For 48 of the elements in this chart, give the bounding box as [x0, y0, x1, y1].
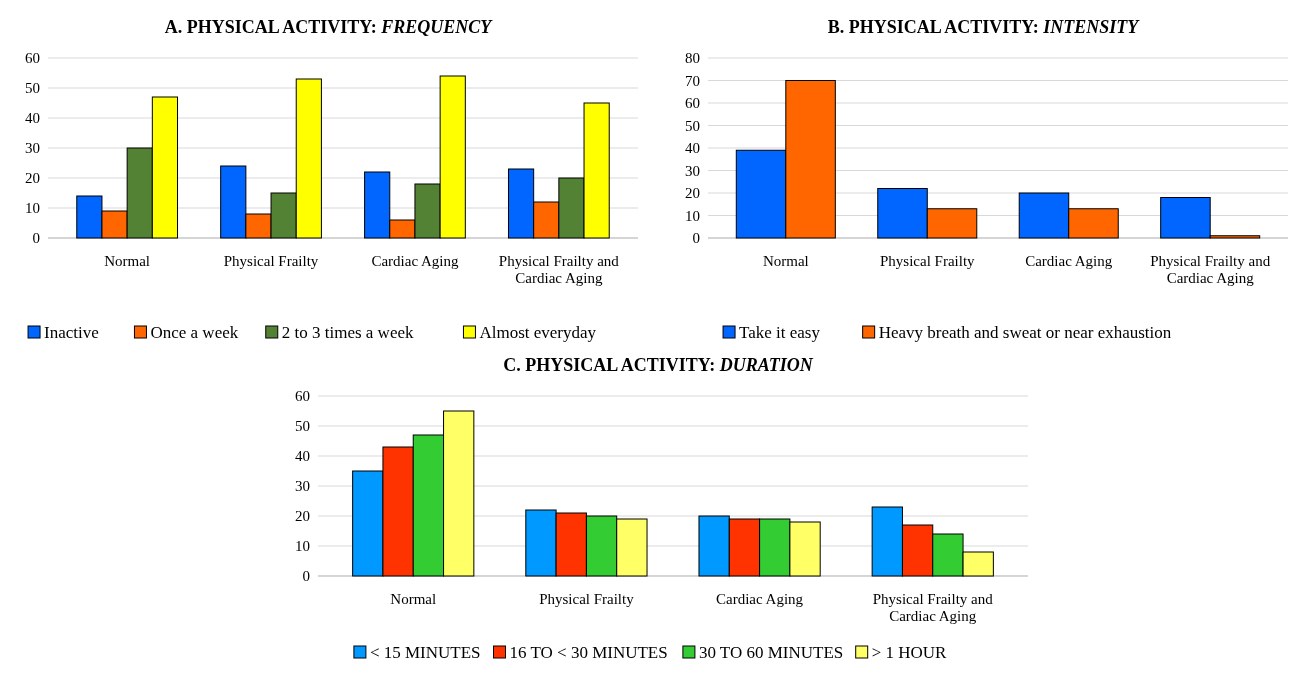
x-tick-label: Physical Frailty	[223, 253, 319, 269]
y-tick-label: 30	[295, 478, 310, 495]
legend-label: 16 TO < 30 MINUTES	[509, 643, 668, 662]
y-tick-label: 0	[302, 568, 310, 585]
legend-label: > 1 HOUR	[871, 643, 948, 662]
x-tick-label: Normal	[104, 253, 151, 269]
chart-title: C. PHYSICAL ACTIVITY: DURATION	[503, 355, 814, 375]
y-tick-label: 20	[685, 185, 700, 202]
x-tick-label: Physical Frailty	[879, 253, 976, 269]
y-tick-label: 60	[25, 50, 40, 67]
y-tick-label: 60	[685, 95, 700, 112]
legend-label: Inactive	[44, 323, 99, 342]
y-tick-label: 50	[295, 418, 310, 435]
y-tick-label: 60	[295, 388, 310, 405]
x-tick-label: Normal	[390, 591, 437, 607]
legend-label: Heavy breath and sweat or near exhaustion	[878, 323, 1172, 342]
y-tick-label: 50	[25, 80, 40, 97]
x-tick-label: Physical Frailty and Cardiac Aging	[1150, 253, 1271, 286]
legend-label: < 15 MINUTES	[369, 643, 481, 662]
y-tick-label: 10	[685, 207, 700, 224]
y-tick-label: 10	[295, 538, 310, 555]
chart-title: A. PHYSICAL ACTIVITY: FREQUENCY	[164, 17, 494, 37]
y-tick-label: 40	[685, 140, 700, 157]
legend-label: 2 to 3 times a week	[281, 323, 414, 342]
x-tick-label: Physical Frailty	[539, 591, 635, 607]
y-tick-label: 30	[25, 140, 40, 157]
y-tick-label: 0	[692, 230, 700, 247]
y-tick-label: 40	[25, 110, 40, 127]
legend-label: Once a week	[150, 323, 239, 342]
y-tick-label: 50	[685, 117, 700, 134]
y-tick-label: 20	[295, 508, 310, 525]
y-tick-label: 20	[25, 170, 40, 187]
legend-label: 30 TO 60 MINUTES	[698, 643, 844, 662]
x-tick-label: Cardiac Aging	[1025, 253, 1113, 269]
y-tick-label: 80	[685, 50, 700, 67]
y-tick-label: 30	[685, 162, 700, 179]
y-tick-label: 10	[25, 200, 40, 217]
chart-title: B. PHYSICAL ACTIVITY: INTENSITY	[827, 17, 1141, 37]
x-tick-label: Cardiac Aging	[716, 591, 804, 607]
x-tick-label: Physical Frailty and Cardiac Aging	[872, 591, 994, 624]
legend-label: Almost everyday	[479, 323, 597, 342]
x-tick-label: Physical Frailty and Cardiac Aging	[498, 253, 620, 286]
y-tick-label: 40	[295, 448, 310, 465]
legend-label: Take it easy	[739, 323, 821, 342]
y-tick-label: 70	[685, 72, 700, 89]
y-tick-label: 0	[32, 230, 40, 247]
x-tick-label: Cardiac Aging	[371, 253, 459, 269]
x-tick-label: Normal	[762, 253, 809, 269]
